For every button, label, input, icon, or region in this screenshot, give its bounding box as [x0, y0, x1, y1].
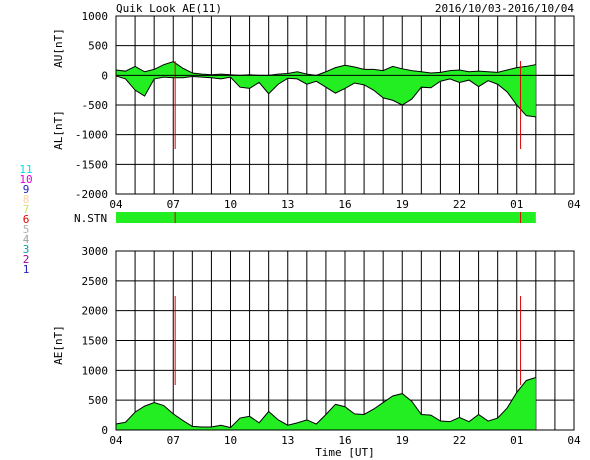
au-ytick-label: 500: [88, 40, 108, 53]
au-xtick-label: 16: [338, 198, 351, 211]
au-ytick-label: -2000: [75, 188, 108, 201]
ae-xtick-label: 01: [510, 434, 523, 447]
ae-xtick-label: 16: [338, 434, 351, 447]
au-xtick-label: 13: [281, 198, 294, 211]
au-ytick-label: -1000: [75, 129, 108, 142]
legend-station-1: 1: [23, 263, 30, 276]
date-range: 2016/10/03-2016/10/04: [435, 2, 574, 15]
ae-ytick-label: 0: [101, 424, 108, 437]
legend-station-10: 10: [19, 173, 32, 186]
ae-ytick-label: 500: [88, 394, 108, 407]
ae-xtick-label: 22: [453, 434, 466, 447]
nstn-panel: N.STN: [74, 212, 536, 225]
ae-series-line: [115, 377, 536, 429]
ae-xtick-label: 19: [396, 434, 409, 447]
chart-title: Quik Look AE(11): [116, 2, 222, 15]
ae-ytick-label: 2500: [82, 275, 109, 288]
au-xtick-label: 01: [510, 198, 523, 211]
ae-ytick-label: 1500: [82, 335, 109, 348]
ae-ytick-label: 2000: [82, 305, 109, 318]
al-axis-label: AL[nT]: [52, 110, 65, 150]
legend-station-4: 4: [23, 233, 30, 246]
legend-station-6: 6: [23, 213, 30, 226]
au-ytick-label: -1500: [75, 158, 108, 171]
al-series-line: [115, 75, 536, 118]
legend-station-7: 7: [23, 203, 30, 216]
ae-xtick-label: 04: [109, 434, 123, 447]
au-ytick-label: 0: [101, 69, 108, 82]
au-xtick-label: 04: [109, 198, 123, 211]
nstn-label: N.STN: [74, 212, 107, 225]
ae-frame: [115, 250, 575, 431]
x-axis-title: Time [UT]: [315, 446, 375, 459]
ae-xtick-label: 13: [281, 434, 294, 447]
legend-station-9: 9: [23, 183, 30, 196]
legend-station-8: 8: [23, 193, 30, 206]
ae-axis-label: AE[nT]: [52, 325, 65, 365]
au-xtick-label: 22: [453, 198, 466, 211]
legend-station-5: 5: [23, 223, 30, 236]
au-ytick-label: 1000: [82, 10, 109, 23]
ae-xtick-label: 04: [567, 434, 581, 447]
nstn-bar: [116, 212, 536, 223]
au-xtick-label: 07: [167, 198, 180, 211]
au-frame: [115, 15, 575, 195]
ae-ytick-label: 3000: [82, 245, 109, 258]
au-axis-label: AU[nT]: [52, 28, 65, 68]
au-xtick-label: 04: [567, 198, 581, 211]
au-series-line: [115, 61, 536, 76]
legend-station-3: 3: [23, 243, 30, 256]
au-xtick-label: 10: [224, 198, 237, 211]
ae-ytick-label: 1000: [82, 364, 109, 377]
legend-station-2: 2: [23, 253, 30, 266]
legend-station-11: 11: [19, 163, 32, 176]
ae-xtick-label: 10: [224, 434, 237, 447]
ae-xtick-label: 07: [167, 434, 180, 447]
au-xtick-label: 19: [396, 198, 409, 211]
ae-area: [116, 377, 536, 430]
au-ytick-label: -500: [82, 99, 109, 112]
